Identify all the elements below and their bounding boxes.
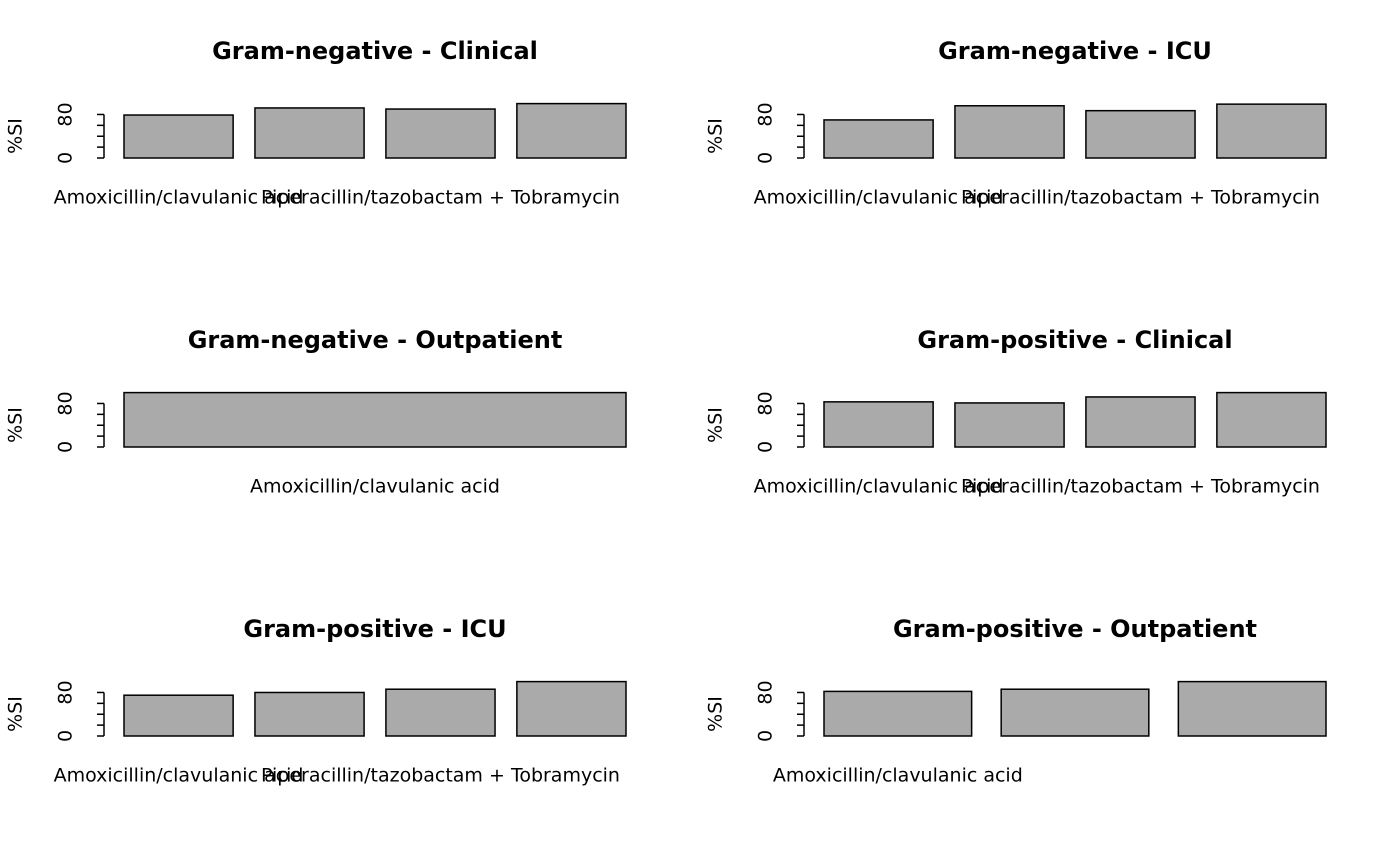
y-tick-label: 80 [55,391,77,415]
bar [123,114,234,159]
x-tick-label: Amoxicillin/clavulanic acid [54,187,304,209]
x-tick-label: Piperacillin/tazobactam + Tobramycin [961,187,1320,209]
y-tick-label: 80 [755,102,777,126]
bar [123,694,234,737]
bar [1085,109,1196,159]
bar [1000,688,1150,737]
x-tick-label: Amoxicillin/clavulanic acid [754,187,1004,209]
y-tick-label: 0 [55,441,77,453]
bar [254,107,365,159]
y-tick-label: 80 [755,680,777,704]
y-tick-label: 0 [755,441,777,453]
x-tick-label: Amoxicillin/clavulanic acid [250,476,500,498]
y-tick-label: 80 [55,680,77,704]
bar [823,690,973,737]
y-axis-label: %SI [705,696,727,732]
x-tick-label: Amoxicillin/clavulanic acid [773,765,1023,787]
y-tick-label: 80 [55,102,77,126]
x-tick-label: Amoxicillin/clavulanic acid [754,476,1004,498]
y-tick-label: 0 [55,152,77,164]
chart-title: Gram-negative - Clinical [212,37,538,65]
chart-title: Gram-positive - Outpatient [893,615,1257,643]
x-tick-label: Piperacillin/tazobactam + Tobramycin [261,765,620,787]
y-tick-label: 0 [755,152,777,164]
bar [954,105,1065,159]
bar [385,108,496,159]
y-axis-label: %SI [705,118,727,154]
x-tick-label: Piperacillin/tazobactam + Tobramycin [961,476,1320,498]
bar [1085,396,1196,448]
bar [123,391,627,448]
bar [254,691,365,737]
bar [516,102,627,159]
y-axis-label: %SI [5,118,27,154]
y-tick-label: 0 [55,730,77,742]
bar [516,680,627,737]
bar [823,401,934,448]
chart-title: Gram-positive - ICU [243,615,506,643]
y-axis-label: %SI [5,696,27,732]
y-tick-label: 0 [755,730,777,742]
x-tick-label: Piperacillin/tazobactam + Tobramycin [261,187,620,209]
y-tick-label: 80 [755,391,777,415]
y-axis-label: %SI [705,407,727,443]
chart-title: Gram-negative - ICU [938,37,1212,65]
chart-title: Gram-positive - Clinical [917,326,1232,354]
bar [385,688,496,737]
x-tick-label: Amoxicillin/clavulanic acid [54,765,304,787]
chart-title: Gram-negative - Outpatient [188,326,563,354]
bar [1216,103,1327,159]
bar [1177,680,1327,737]
bar [823,119,934,159]
y-axis-label: %SI [5,407,27,443]
bar [1216,391,1327,448]
bar [954,402,1065,448]
